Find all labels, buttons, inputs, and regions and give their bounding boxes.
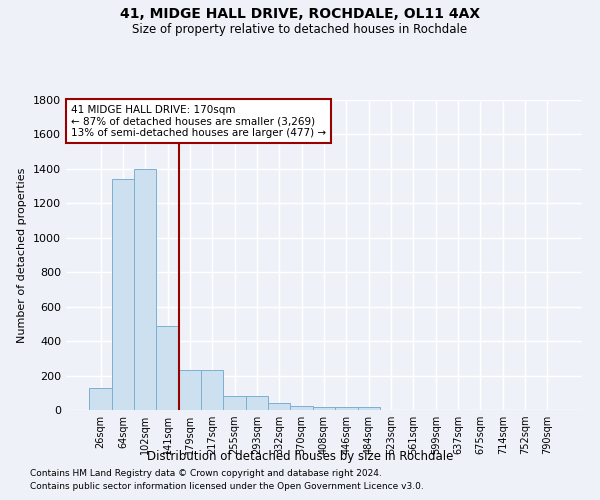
Text: Contains public sector information licensed under the Open Government Licence v3: Contains public sector information licen… xyxy=(30,482,424,491)
Bar xyxy=(246,396,268,410)
Bar xyxy=(335,406,358,410)
Bar xyxy=(201,370,223,410)
Text: Contains HM Land Registry data © Crown copyright and database right 2024.: Contains HM Land Registry data © Crown c… xyxy=(30,468,382,477)
Bar xyxy=(157,326,179,410)
Bar xyxy=(290,406,313,410)
Bar xyxy=(89,388,112,410)
Bar xyxy=(223,396,246,410)
Bar xyxy=(268,403,290,410)
Bar xyxy=(179,370,201,410)
Bar xyxy=(134,169,157,410)
Y-axis label: Number of detached properties: Number of detached properties xyxy=(17,168,28,342)
Text: Distribution of detached houses by size in Rochdale: Distribution of detached houses by size … xyxy=(147,450,453,463)
Text: Size of property relative to detached houses in Rochdale: Size of property relative to detached ho… xyxy=(133,22,467,36)
Text: 41 MIDGE HALL DRIVE: 170sqm
← 87% of detached houses are smaller (3,269)
13% of : 41 MIDGE HALL DRIVE: 170sqm ← 87% of det… xyxy=(71,104,326,138)
Bar xyxy=(358,406,380,410)
Text: 41, MIDGE HALL DRIVE, ROCHDALE, OL11 4AX: 41, MIDGE HALL DRIVE, ROCHDALE, OL11 4AX xyxy=(120,8,480,22)
Bar xyxy=(313,406,335,410)
Bar xyxy=(112,179,134,410)
